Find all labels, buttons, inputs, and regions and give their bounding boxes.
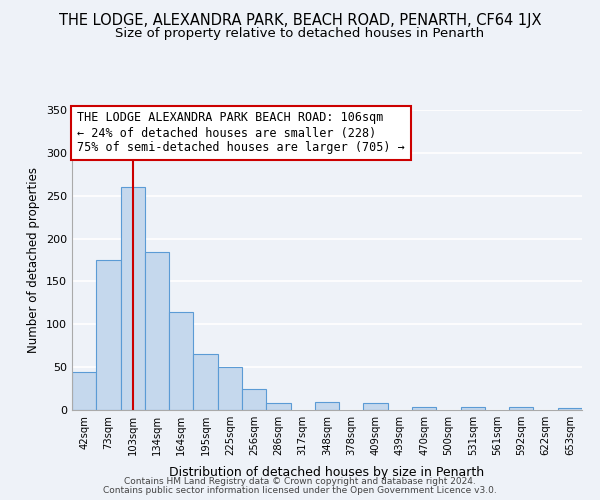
Bar <box>412 408 436 410</box>
Text: THE LODGE ALEXANDRA PARK BEACH ROAD: 106sqm
← 24% of detached houses are smaller: THE LODGE ALEXANDRA PARK BEACH ROAD: 106… <box>77 112 405 154</box>
Bar <box>145 252 169 410</box>
Bar <box>461 406 485 410</box>
Text: THE LODGE, ALEXANDRA PARK, BEACH ROAD, PENARTH, CF64 1JX: THE LODGE, ALEXANDRA PARK, BEACH ROAD, P… <box>59 12 541 28</box>
X-axis label: Distribution of detached houses by size in Penarth: Distribution of detached houses by size … <box>169 466 485 479</box>
Bar <box>509 408 533 410</box>
Bar <box>315 402 339 410</box>
Bar <box>96 260 121 410</box>
Bar <box>169 312 193 410</box>
Bar <box>266 403 290 410</box>
Bar <box>193 354 218 410</box>
Bar <box>242 388 266 410</box>
Bar <box>364 403 388 410</box>
Bar <box>121 187 145 410</box>
Bar <box>218 367 242 410</box>
Text: Contains public sector information licensed under the Open Government Licence v3: Contains public sector information licen… <box>103 486 497 495</box>
Text: Size of property relative to detached houses in Penarth: Size of property relative to detached ho… <box>115 28 485 40</box>
Bar <box>72 372 96 410</box>
Text: Contains HM Land Registry data © Crown copyright and database right 2024.: Contains HM Land Registry data © Crown c… <box>124 477 476 486</box>
Y-axis label: Number of detached properties: Number of detached properties <box>28 167 40 353</box>
Bar <box>558 408 582 410</box>
